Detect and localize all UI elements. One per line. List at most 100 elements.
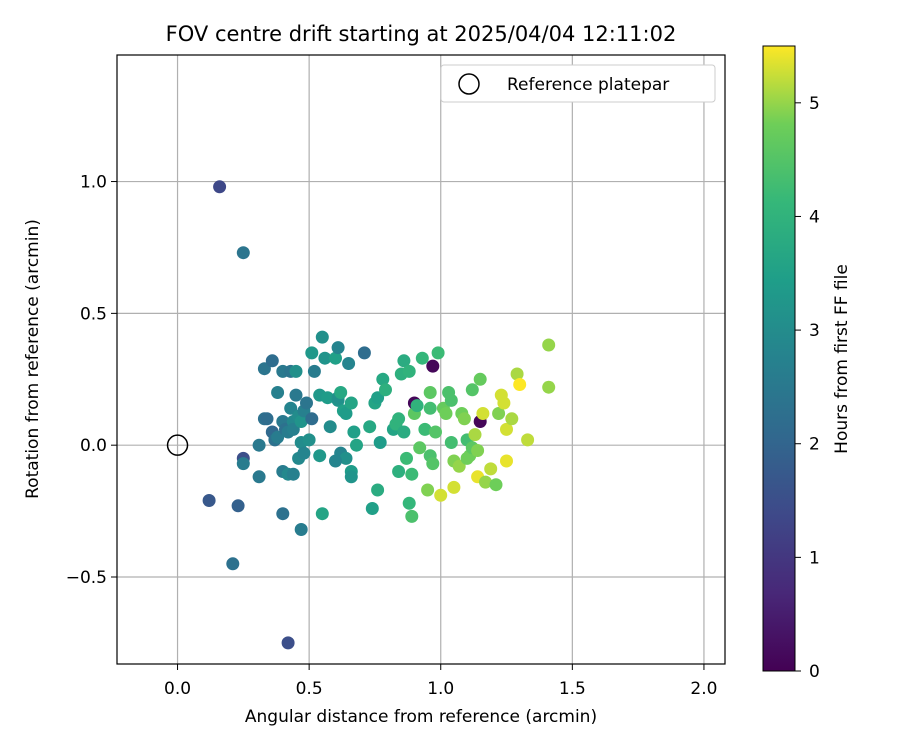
colorbar-gradient	[762, 45, 796, 672]
data-point	[236, 246, 250, 260]
data-point	[431, 346, 445, 360]
data-point	[542, 380, 556, 394]
data-point	[289, 388, 303, 402]
data-point	[489, 478, 503, 492]
colorbar-tick-label: 2	[809, 435, 820, 455]
data-point	[226, 557, 240, 571]
data-point	[426, 457, 440, 471]
data-point	[392, 465, 406, 478]
data-point	[334, 386, 348, 399]
data-point	[329, 454, 342, 468]
colorbar-tick-label: 1	[809, 548, 820, 568]
data-point	[468, 428, 482, 442]
data-point	[429, 425, 442, 439]
data-point	[347, 425, 361, 439]
data-point	[365, 502, 379, 515]
data-point	[286, 422, 300, 436]
y-tick-label: −0.5	[66, 568, 107, 588]
legend-box	[440, 64, 716, 103]
data-point	[415, 351, 429, 365]
data-point	[342, 357, 356, 370]
data-point	[265, 354, 279, 368]
data-point	[252, 470, 266, 484]
data-point	[231, 499, 245, 513]
x-axis-label: Angular distance from reference (arcmin)	[245, 707, 597, 727]
data-point	[271, 430, 285, 444]
data-point	[307, 364, 321, 378]
data-point	[457, 412, 471, 426]
legend: Reference platepar	[440, 64, 716, 103]
reference-marker	[166, 434, 189, 456]
grid-lines	[117, 55, 725, 664]
data-point	[202, 494, 216, 507]
legend-marker-circle	[458, 73, 480, 95]
colorbar: 0 1 2 3 4 5 Hours from first FF file	[762, 45, 852, 682]
x-tick-label: 0.5	[296, 679, 323, 699]
data-point	[473, 372, 487, 386]
data-point	[410, 399, 424, 413]
data-point	[281, 636, 295, 650]
data-point	[286, 467, 300, 481]
data-point	[363, 420, 377, 434]
data-point	[300, 396, 313, 410]
data-point	[318, 351, 332, 365]
data-point	[289, 364, 303, 378]
y-tick-label: 0.0	[80, 436, 107, 456]
data-point	[439, 407, 453, 420]
data-point	[294, 415, 308, 428]
data-point	[339, 407, 353, 420]
data-point	[331, 341, 345, 355]
data-point	[423, 401, 437, 415]
y-tick-label: 1.0	[80, 173, 107, 193]
data-point	[321, 391, 335, 405]
data-point	[413, 441, 427, 455]
data-point	[329, 351, 342, 365]
data-point	[344, 396, 358, 410]
data-point	[400, 451, 413, 465]
data-point	[465, 383, 479, 397]
data-point	[426, 359, 440, 373]
y-axis-ticks: −0.5 0.0 0.5 1.0	[66, 173, 117, 588]
data-point	[323, 420, 337, 434]
colorbar-tick-label: 4	[809, 207, 820, 227]
data-point	[284, 401, 298, 415]
data-point	[357, 346, 371, 360]
data-point	[500, 454, 513, 468]
data-point	[297, 446, 311, 460]
x-tick-label: 0.0	[164, 679, 191, 699]
data-point	[510, 367, 524, 381]
legend-label: Reference platepar	[507, 75, 669, 95]
data-point	[444, 393, 458, 407]
data-point	[418, 422, 432, 436]
x-tick-label: 2.0	[690, 679, 717, 699]
x-tick-label: 1.5	[559, 679, 586, 699]
data-point	[315, 507, 329, 521]
data-point	[305, 412, 319, 426]
x-axis-ticks: 0.0 0.5 1.0 1.5 2.0	[164, 664, 717, 699]
plot-frame	[116, 54, 726, 665]
data-point	[484, 462, 498, 476]
data-points	[202, 180, 556, 650]
data-point	[444, 436, 458, 449]
data-point	[421, 483, 435, 497]
y-tick-label: 0.5	[80, 304, 107, 324]
data-point	[373, 436, 387, 449]
x-tick-label: 1.0	[427, 679, 454, 699]
data-point	[371, 483, 385, 497]
data-point	[397, 425, 411, 439]
data-point	[339, 451, 353, 465]
data-point	[500, 422, 513, 436]
data-point	[294, 523, 308, 536]
colorbar-ticks: 0 1 2 3 4 5	[795, 94, 820, 682]
data-point	[313, 449, 327, 463]
data-point	[276, 507, 290, 521]
chart-title: FOV centre drift starting at 2025/04/04 …	[166, 22, 677, 46]
data-point	[397, 354, 411, 368]
data-point	[315, 330, 329, 344]
y-axis-label: Rotation from reference (arcmin)	[23, 219, 43, 499]
data-point	[379, 383, 392, 397]
data-point	[542, 338, 556, 352]
data-point	[305, 346, 319, 360]
data-point	[476, 407, 490, 420]
